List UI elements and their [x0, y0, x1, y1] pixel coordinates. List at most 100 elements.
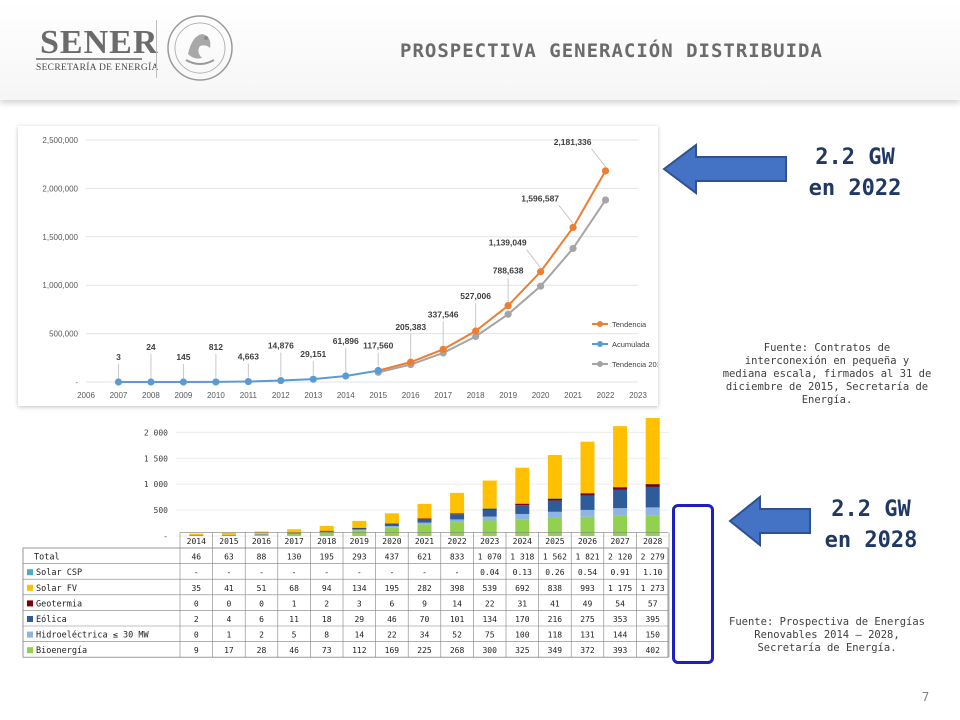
- table-cell: -: [422, 568, 427, 577]
- table-cell: 398: [450, 584, 465, 593]
- bar-segment: [613, 426, 628, 488]
- data-point: [569, 244, 577, 253]
- bar-segment: [450, 492, 465, 514]
- table-cell: 402: [645, 646, 660, 655]
- bar-segment: [384, 526, 399, 528]
- bar-segment: [547, 498, 562, 501]
- bar-segment: [287, 533, 302, 536]
- table-cell: 539: [482, 584, 497, 593]
- y-tick-label: -: [75, 378, 78, 387]
- category-label: 2021: [415, 537, 434, 546]
- table-total-cell: 833: [450, 553, 465, 562]
- highlight-2028-column: [672, 504, 714, 664]
- data-label: 527,006: [460, 291, 491, 301]
- table-cell: 46: [289, 646, 299, 655]
- data-point: [472, 327, 480, 335]
- table-cell: 3: [357, 599, 362, 608]
- table-cell: 0: [259, 599, 264, 608]
- data-label: 4,663: [238, 352, 260, 362]
- legend-marker: [597, 361, 603, 367]
- table-cell: 68: [289, 584, 299, 593]
- category-label: 2023: [480, 537, 499, 546]
- bar-segment: [482, 516, 497, 521]
- table-total-cell: 1 821: [575, 553, 599, 562]
- table-cell: 349: [548, 646, 563, 655]
- data-point: [569, 223, 577, 232]
- table-cell: 353: [613, 615, 628, 624]
- table-cell: 22: [387, 631, 397, 640]
- bar-segment: [515, 513, 530, 520]
- table-cell: 35: [191, 584, 201, 593]
- table-cell: 8: [324, 631, 329, 640]
- table-cell: -: [357, 568, 362, 577]
- table-cell: 0.26: [545, 568, 564, 577]
- table-cell: 2: [194, 615, 199, 624]
- legend-swatch: [27, 631, 33, 638]
- x-tick-label: 2021: [564, 391, 582, 400]
- table-cell: 100: [515, 631, 530, 640]
- table-cell: 0.54: [578, 568, 597, 577]
- table-row-label: Geotermia: [36, 599, 82, 609]
- data-point: [114, 378, 123, 386]
- table-total-cell: 1 562: [543, 553, 567, 562]
- table-cell: -: [324, 568, 329, 577]
- callout-2022: 2.2 GW en 2022: [790, 142, 920, 204]
- table-cell: 29: [354, 615, 364, 624]
- y-tick-label: 1 000: [144, 480, 168, 489]
- bar-segment: [417, 503, 432, 519]
- table-cell: 14: [452, 599, 462, 608]
- data-point: [374, 367, 382, 375]
- table-cell: 1: [226, 631, 231, 640]
- bar-segment: [580, 516, 595, 536]
- category-label: 2015: [219, 537, 238, 546]
- label-leader-line: [558, 205, 574, 224]
- table-cell: 0: [194, 631, 199, 640]
- table-cell: 268: [450, 646, 465, 655]
- table-cell: 9: [194, 646, 199, 655]
- legend-swatch: [27, 616, 33, 622]
- table-total-cell: 621: [417, 553, 432, 562]
- table-cell: 134: [482, 615, 497, 624]
- bar-segment: [221, 535, 236, 536]
- y-tick-label: 2,000,000: [42, 184, 78, 193]
- bar-segment: [482, 520, 497, 536]
- x-tick-label: 2011: [240, 391, 258, 400]
- category-label: 2027: [610, 537, 629, 546]
- table-cell: -: [259, 568, 264, 577]
- table-cell: -: [292, 568, 297, 577]
- table-cell: 395: [645, 615, 660, 624]
- bar-segment: [319, 532, 334, 536]
- x-tick-label: 2010: [207, 391, 225, 400]
- table-cell: 1.10: [643, 568, 662, 577]
- table-total-cell: 46: [191, 553, 201, 562]
- bar-segment: [450, 514, 465, 520]
- category-label: 2024: [513, 537, 532, 546]
- bar-segment: [352, 527, 367, 530]
- bar-segment: [547, 500, 562, 512]
- y-tick-label: 500,000: [49, 330, 78, 339]
- category-label: 2014: [187, 537, 206, 546]
- legend-swatch: [27, 600, 33, 607]
- table-cell: 17: [224, 646, 234, 655]
- data-point: [342, 372, 350, 380]
- x-tick-label: 2009: [175, 391, 193, 400]
- data-point: [536, 282, 545, 290]
- bar-segment: [645, 417, 660, 484]
- table-cell: 0: [226, 599, 231, 608]
- table-cell: 692: [515, 584, 530, 593]
- table-cell: 94: [322, 584, 332, 593]
- table-total-cell: 293: [352, 553, 367, 562]
- logo-divider: [156, 20, 157, 78]
- table-total-cell: 1 070: [478, 553, 502, 562]
- table-row-label: Solar CSP: [36, 568, 82, 578]
- x-tick-label: 2015: [369, 391, 387, 400]
- label-leader-line: [591, 148, 606, 168]
- bar-segment: [515, 467, 530, 504]
- legend-swatch: [27, 569, 33, 576]
- data-label: 145: [176, 352, 190, 362]
- table-cell: 134: [352, 584, 367, 593]
- bar-segment: [613, 487, 628, 490]
- callout-2022-line1: 2.2 GW: [815, 145, 895, 170]
- table-cell: 22: [485, 599, 495, 608]
